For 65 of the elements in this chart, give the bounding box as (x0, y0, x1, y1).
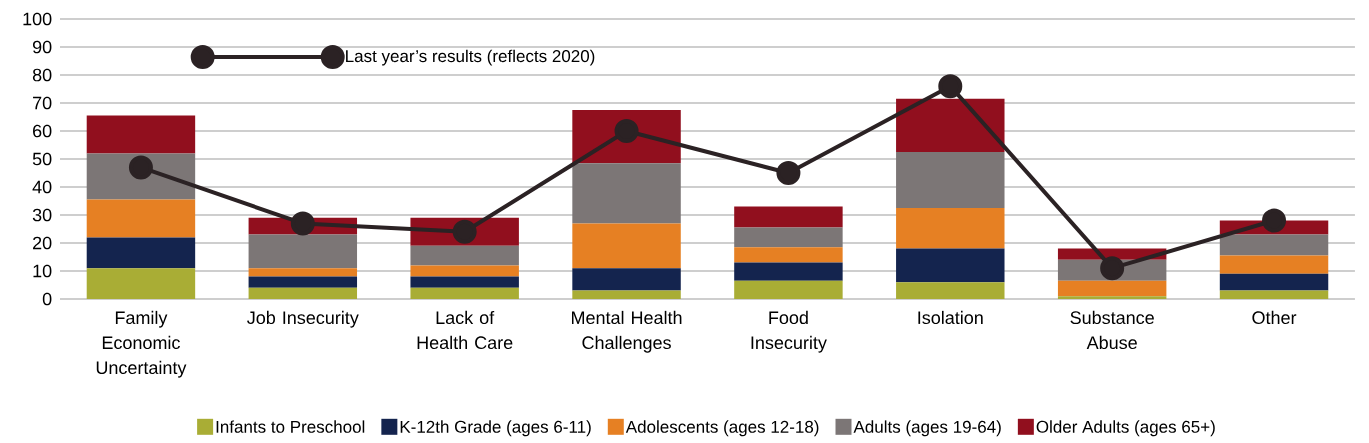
bar (1219, 255, 1329, 274)
point (938, 74, 963, 99)
y-tick-label: 100 (23, 12, 52, 26)
bar (86, 237, 196, 269)
point (128, 155, 153, 180)
bar (896, 282, 1005, 299)
bar (248, 268, 358, 277)
legend-label: Adolescents (ages 12-18) (625, 420, 819, 437)
bar (1219, 290, 1329, 299)
x-tick-label: Food Insecurity (751, 310, 827, 353)
y-tick-label: 50 (32, 152, 52, 166)
bar (734, 247, 843, 263)
bar (896, 98, 1005, 152)
bar (410, 245, 519, 266)
point (1262, 208, 1287, 233)
legend-label: K-12th Grade (ages 6-11) (400, 420, 591, 437)
x-tick-label: Isolation (918, 310, 983, 325)
bar (896, 248, 1005, 283)
bar (1057, 280, 1167, 297)
bar (572, 268, 681, 291)
bar (248, 234, 358, 269)
x-tick-label: Lack of Health Care (417, 310, 513, 350)
point (290, 211, 315, 236)
x-tick-label: Job Insecurity (247, 310, 359, 328)
bar (572, 223, 681, 269)
point (452, 219, 477, 244)
bar (410, 265, 519, 277)
x-tick-label: Other (1252, 310, 1297, 325)
x-tick-label: Family Economic Uncertainty (96, 310, 187, 378)
bar (896, 208, 1005, 249)
y-tick-label: 0 (42, 292, 52, 306)
point (614, 119, 639, 143)
bar (248, 276, 358, 288)
y-tick-label: 90 (32, 40, 52, 54)
legend-label: Last year’s results (reflects 2020) (346, 49, 595, 66)
bar (734, 280, 843, 299)
bar (1057, 296, 1167, 299)
legend-label: Older Adults (ages 65+) (1036, 420, 1215, 437)
point (1100, 256, 1125, 281)
x-tick-label: Substance Abuse (1070, 310, 1154, 350)
y-tick-label: 80 (32, 68, 52, 82)
y-tick-label: 60 (33, 124, 52, 138)
y-tick-label: 70 (33, 96, 52, 110)
bar (1219, 273, 1329, 291)
bar (86, 199, 196, 238)
bar (86, 268, 196, 299)
bar (248, 287, 358, 299)
bar (734, 227, 843, 248)
y-tick-label: 40 (32, 180, 52, 194)
y-tick-label: 20 (33, 236, 52, 250)
bar (572, 163, 681, 224)
y-tick-label: 30 (32, 208, 52, 222)
legend-label: Adults (ages 19-64) (853, 420, 1001, 437)
bar (1219, 234, 1329, 256)
bar (572, 290, 681, 299)
bar (896, 152, 1005, 208)
bar (86, 115, 196, 154)
x-tick-label: Mental Health Challenges (572, 310, 682, 353)
bar (410, 276, 519, 288)
point (776, 161, 801, 185)
y-tick-label: 10 (33, 264, 52, 278)
bar (410, 287, 519, 299)
legend-label: Infants to Preschool (216, 420, 365, 433)
bar (734, 206, 843, 228)
bar (734, 262, 843, 281)
